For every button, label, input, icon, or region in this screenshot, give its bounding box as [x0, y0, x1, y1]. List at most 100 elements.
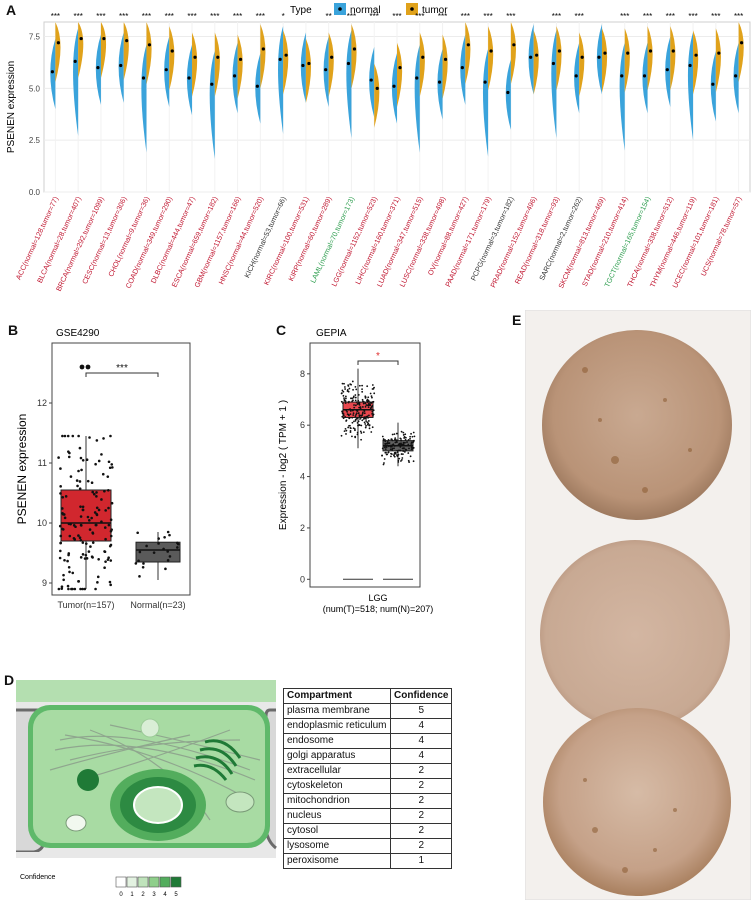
- violin-normal: [437, 48, 443, 120]
- y-tick-label: 2: [300, 523, 305, 533]
- compartment-cell: endoplasmic reticulum: [283, 718, 391, 734]
- compartment-cell: cytoskeleton: [283, 778, 391, 794]
- data-point: [100, 520, 103, 523]
- median-normal: [187, 76, 191, 80]
- median-normal: [50, 70, 54, 74]
- significance-mark: ***: [256, 12, 265, 21]
- significance-mark: ***: [552, 12, 561, 21]
- legend-label-normal: normal: [350, 5, 381, 16]
- table-row: endosome 4: [283, 733, 453, 749]
- data-point: [401, 457, 404, 459]
- ihc-stain-speckles: [582, 367, 692, 873]
- data-point: [88, 528, 92, 531]
- data-point: [361, 411, 364, 414]
- data-point: [384, 440, 387, 443]
- data-point: [138, 575, 141, 578]
- data-point: [403, 447, 405, 450]
- data-point: [401, 443, 404, 446]
- median-tumor: [56, 41, 60, 45]
- data-point: [364, 426, 367, 429]
- data-point: [393, 454, 395, 457]
- violin-tumor: [78, 22, 84, 78]
- panel-letter-c: C: [276, 322, 287, 338]
- data-point: [402, 450, 405, 452]
- violin-normal: [665, 36, 671, 108]
- data-point: [372, 409, 375, 412]
- violin-normal: [300, 32, 306, 103]
- data-point: [410, 443, 413, 445]
- data-point: [405, 436, 407, 439]
- panel-e-ihc-images: [525, 310, 751, 900]
- violin-tumor: [556, 26, 562, 91]
- data-point: [109, 434, 112, 438]
- data-point: [354, 394, 357, 396]
- violin-normal: [482, 48, 489, 157]
- data-point: [79, 587, 82, 591]
- median-normal: [301, 63, 305, 68]
- median-normal: [529, 55, 533, 59]
- violin-tumor: [305, 38, 312, 103]
- data-point: [349, 408, 352, 411]
- legend-dot-tumor: [410, 7, 414, 11]
- data-point: [360, 438, 363, 441]
- confidence-cell: 4: [389, 718, 453, 734]
- data-point: [61, 507, 64, 510]
- data-point: [343, 398, 346, 401]
- data-point: [94, 587, 97, 591]
- x-axis-sublabel: (num(T)=518; num(N)=207): [323, 604, 434, 614]
- data-point: [109, 543, 113, 547]
- data-point: [391, 433, 394, 436]
- data-point: [351, 409, 354, 412]
- data-point: [110, 501, 114, 505]
- data-point: [78, 446, 82, 450]
- legend-label-5: 5: [174, 892, 178, 898]
- data-point: [94, 462, 97, 466]
- y-tick-label: 8: [300, 369, 305, 379]
- median-tumor: [193, 55, 197, 59]
- data-point: [348, 387, 351, 390]
- data-point: [84, 553, 88, 557]
- median-normal: [73, 59, 77, 63]
- data-point: [412, 431, 415, 434]
- y-tick-label: 4: [300, 472, 305, 482]
- violin-tumor: [601, 28, 608, 93]
- data-point: [391, 444, 394, 446]
- data-point: [367, 399, 370, 402]
- violin-tumor: [533, 30, 539, 95]
- data-point: [383, 462, 385, 464]
- data-point: [66, 434, 70, 438]
- data-point: [354, 429, 356, 432]
- data-point: [64, 495, 68, 498]
- data-point: [367, 403, 370, 406]
- data-point: [366, 399, 368, 402]
- data-point: [404, 441, 406, 444]
- data-point: [102, 437, 105, 440]
- data-point: [67, 587, 70, 591]
- data-point: [109, 534, 113, 538]
- data-point: [343, 430, 346, 433]
- data-point: [354, 419, 357, 422]
- median-normal: [483, 80, 487, 84]
- data-point: [157, 537, 160, 540]
- data-point: [387, 451, 390, 454]
- data-point: [368, 414, 370, 417]
- data-point: [103, 489, 106, 493]
- data-point: [364, 405, 367, 408]
- table-row: lysosome 2: [283, 838, 453, 854]
- data-point: [410, 432, 412, 435]
- significance-mark: ***: [119, 12, 128, 21]
- data-point: [360, 432, 363, 434]
- violin-normal: [551, 30, 557, 139]
- data-point: [73, 538, 77, 541]
- data-point: [106, 475, 110, 478]
- data-point: [351, 421, 354, 424]
- data-point: [357, 393, 360, 396]
- data-point: [68, 451, 71, 455]
- data-point: [88, 519, 91, 522]
- data-point: [95, 506, 99, 510]
- data-point: [347, 384, 350, 387]
- violin-normal: [323, 36, 329, 108]
- data-point: [69, 475, 73, 478]
- data-point: [345, 420, 348, 422]
- significance-mark: ***: [483, 12, 492, 21]
